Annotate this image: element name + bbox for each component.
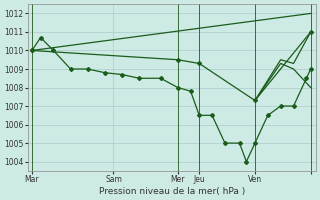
X-axis label: Pression niveau de la mer( hPa ): Pression niveau de la mer( hPa ): [99, 187, 245, 196]
